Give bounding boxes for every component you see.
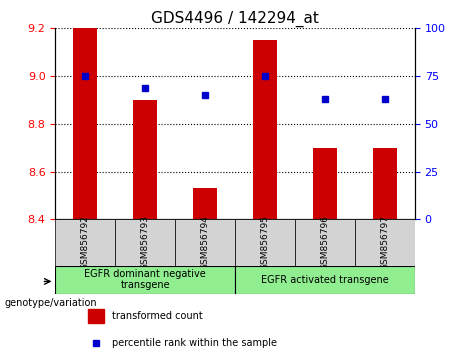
FancyBboxPatch shape <box>355 219 415 266</box>
FancyBboxPatch shape <box>55 219 115 266</box>
Bar <box>373 148 397 219</box>
Text: transformed count: transformed count <box>112 311 203 321</box>
Text: EGFR dominant negative
transgene: EGFR dominant negative transgene <box>84 269 206 291</box>
Bar <box>193 188 217 219</box>
Bar <box>133 100 157 219</box>
FancyBboxPatch shape <box>55 266 235 294</box>
FancyBboxPatch shape <box>235 219 295 266</box>
FancyBboxPatch shape <box>115 219 175 266</box>
Text: percentile rank within the sample: percentile rank within the sample <box>112 338 277 348</box>
Text: GSM856795: GSM856795 <box>260 215 270 270</box>
Bar <box>73 28 97 219</box>
Text: GSM856797: GSM856797 <box>380 215 390 270</box>
Text: GSM856792: GSM856792 <box>81 215 90 270</box>
Text: genotype/variation: genotype/variation <box>5 298 97 308</box>
Text: GSM856793: GSM856793 <box>141 215 150 270</box>
FancyBboxPatch shape <box>235 266 415 294</box>
Text: EGFR activated transgene: EGFR activated transgene <box>261 275 389 285</box>
Text: GSM856794: GSM856794 <box>201 215 210 270</box>
Bar <box>313 148 337 219</box>
Bar <box>253 40 277 219</box>
FancyBboxPatch shape <box>295 219 355 266</box>
Text: GSM856796: GSM856796 <box>320 215 330 270</box>
Title: GDS4496 / 142294_at: GDS4496 / 142294_at <box>151 11 319 27</box>
FancyBboxPatch shape <box>175 219 235 266</box>
Bar <box>88 309 104 323</box>
